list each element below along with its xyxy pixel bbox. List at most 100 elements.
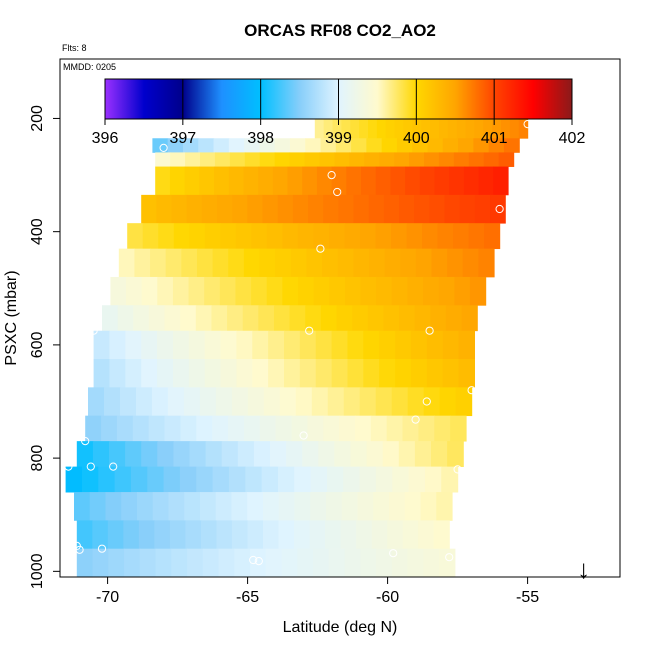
heatmap-cell	[313, 548, 330, 578]
heatmap-cell	[92, 520, 109, 550]
heatmap-cell	[158, 223, 175, 250]
heatmap-cell	[473, 138, 490, 153]
heatmap-cell	[85, 415, 102, 442]
heatmap-cell	[130, 466, 148, 493]
heatmap-cell	[490, 194, 506, 224]
colorbar-tick-label: 399	[325, 130, 352, 147]
heatmap-cell	[315, 359, 333, 388]
heatmap-cell	[442, 138, 459, 153]
heatmap-cell	[469, 276, 487, 306]
heatmap-cell	[384, 248, 401, 278]
heatmap-cell	[509, 112, 520, 139]
x-tick-label: -55	[516, 589, 539, 606]
heatmap-cell	[185, 520, 202, 550]
heatmap-cell	[110, 276, 127, 306]
heatmap-cell	[412, 112, 422, 139]
heatmap-cell	[375, 387, 393, 417]
heatmap-cell	[262, 194, 279, 224]
heatmap-cell	[297, 223, 314, 250]
heatmap-cell	[125, 359, 142, 388]
heatmap-cell	[310, 492, 327, 521]
heatmap-cell	[275, 415, 293, 442]
heatmap-cell	[313, 276, 330, 306]
heatmap-cell	[483, 112, 493, 139]
heatmap-cell	[93, 359, 111, 388]
heatmap-cell	[217, 194, 233, 224]
heatmap-cell	[442, 359, 460, 388]
heatmap-cell	[364, 152, 380, 167]
heatmap-cell	[211, 305, 228, 332]
y-tick-label: 800	[29, 445, 46, 472]
sample-point	[467, 386, 476, 395]
heatmap-cell	[119, 387, 137, 417]
heatmap-cell	[182, 138, 199, 153]
sample-point	[249, 555, 258, 565]
heatmap-cell	[444, 194, 461, 224]
heatmap-cell	[183, 387, 201, 417]
heatmap-cell	[181, 248, 198, 278]
heatmap-cell	[76, 441, 94, 468]
heatmap-cell	[398, 441, 416, 468]
heatmap-cell	[399, 305, 416, 332]
heatmap-cell	[116, 415, 134, 442]
x-axis-label: Latitude (deg N)	[283, 619, 398, 636]
heatmap-cell	[196, 248, 214, 278]
heatmap-cell	[447, 441, 464, 468]
heatmap-cell	[247, 387, 265, 417]
heatmap-cell	[386, 415, 404, 442]
heatmap-cell	[360, 276, 377, 306]
heatmap-cell	[343, 387, 361, 417]
heatmap-cell	[204, 359, 222, 388]
heatmap-cell	[186, 194, 203, 224]
heatmap-cell	[356, 520, 373, 550]
sample-point	[165, 122, 174, 132]
heatmap-cell	[492, 112, 502, 139]
heatmap-cell	[286, 441, 303, 468]
heatmap-cell	[163, 466, 181, 493]
heatmap-cell	[244, 152, 261, 167]
heatmap-cell	[320, 138, 337, 153]
heatmap-cell	[279, 387, 297, 417]
heatmap-cell	[139, 548, 157, 578]
heatmap-cell	[376, 548, 393, 578]
heatmap-cell	[385, 112, 396, 139]
heatmap-cell	[498, 152, 515, 167]
heatmap-cell	[306, 248, 323, 278]
heatmap-cell	[284, 359, 301, 388]
heatmap-cell	[93, 330, 111, 360]
heatmap-cell	[354, 415, 372, 442]
heatmap-cell	[141, 276, 158, 306]
flights-label: Flts: 8	[62, 43, 87, 53]
heatmap-cell	[155, 548, 172, 578]
heatmap-cell	[156, 194, 173, 224]
heatmap-cell	[518, 112, 529, 139]
heatmap-cell	[268, 330, 285, 360]
heatmap-cell	[424, 466, 442, 493]
heatmap-cell	[308, 194, 324, 224]
heatmap-cell	[294, 492, 311, 521]
heatmap-cell	[305, 138, 322, 153]
heatmap-cell	[483, 152, 500, 167]
heatmap-cell	[309, 520, 326, 550]
y-tick-label: 1000	[29, 553, 46, 589]
heatmap-cell	[379, 152, 395, 167]
heatmap-cell	[277, 466, 295, 493]
heatmap-cell	[105, 492, 122, 521]
heatmap-cell	[243, 166, 259, 196]
heatmap-cell	[277, 194, 294, 224]
heatmap-cell	[215, 492, 233, 521]
heatmap-cell	[383, 194, 400, 224]
heatmap-cell	[338, 194, 355, 224]
heatmap-cell	[247, 194, 264, 224]
heatmap-cell	[395, 330, 412, 360]
heatmap-cell	[263, 387, 281, 417]
heatmap-cell	[268, 359, 285, 388]
heatmap-cell	[228, 138, 245, 153]
sample-point	[299, 431, 308, 440]
heatmap-cell	[189, 223, 206, 250]
heatmap-cell	[168, 492, 185, 521]
heatmap-cell	[245, 466, 263, 493]
heatmap-cell	[218, 548, 235, 578]
heatmap-cell	[171, 194, 188, 224]
heatmap-cell	[172, 359, 190, 388]
